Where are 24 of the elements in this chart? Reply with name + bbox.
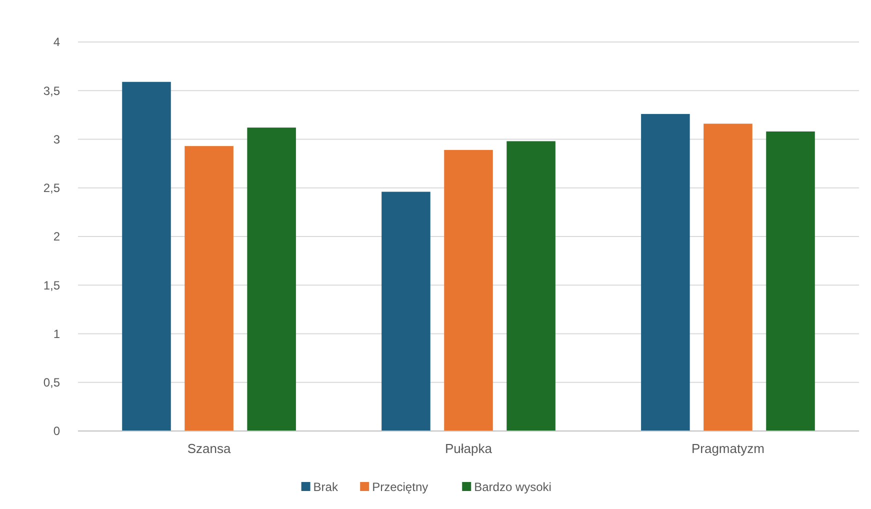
bar xyxy=(184,146,234,431)
legend-label: Brak xyxy=(313,480,339,494)
y-tick-label: 1 xyxy=(53,326,60,341)
y-tick-label: 2 xyxy=(53,230,60,244)
bar xyxy=(122,82,171,431)
legend-label: Bardzo wysoki xyxy=(474,480,552,494)
y-tick-label: 0 xyxy=(53,424,60,438)
bar xyxy=(382,192,430,431)
bar xyxy=(641,114,690,431)
bar xyxy=(704,124,752,431)
y-tick-label: 1,5 xyxy=(43,278,60,292)
x-tick-label: Pragmatyzm xyxy=(691,441,764,456)
bar xyxy=(444,150,493,431)
y-tick-label: 3,5 xyxy=(43,84,60,98)
y-tick-label: 0,5 xyxy=(43,376,60,390)
bar xyxy=(766,131,815,431)
x-tick-label: Pułapka xyxy=(445,441,493,456)
bar xyxy=(247,128,296,431)
y-tick-label: 4 xyxy=(53,35,60,50)
y-tick-label: 2,5 xyxy=(43,181,60,196)
legend-label: Przeciętny xyxy=(372,480,428,494)
bar xyxy=(506,141,556,431)
y-tick-label: 3 xyxy=(53,132,60,146)
x-tick-label: Szansa xyxy=(187,441,232,456)
